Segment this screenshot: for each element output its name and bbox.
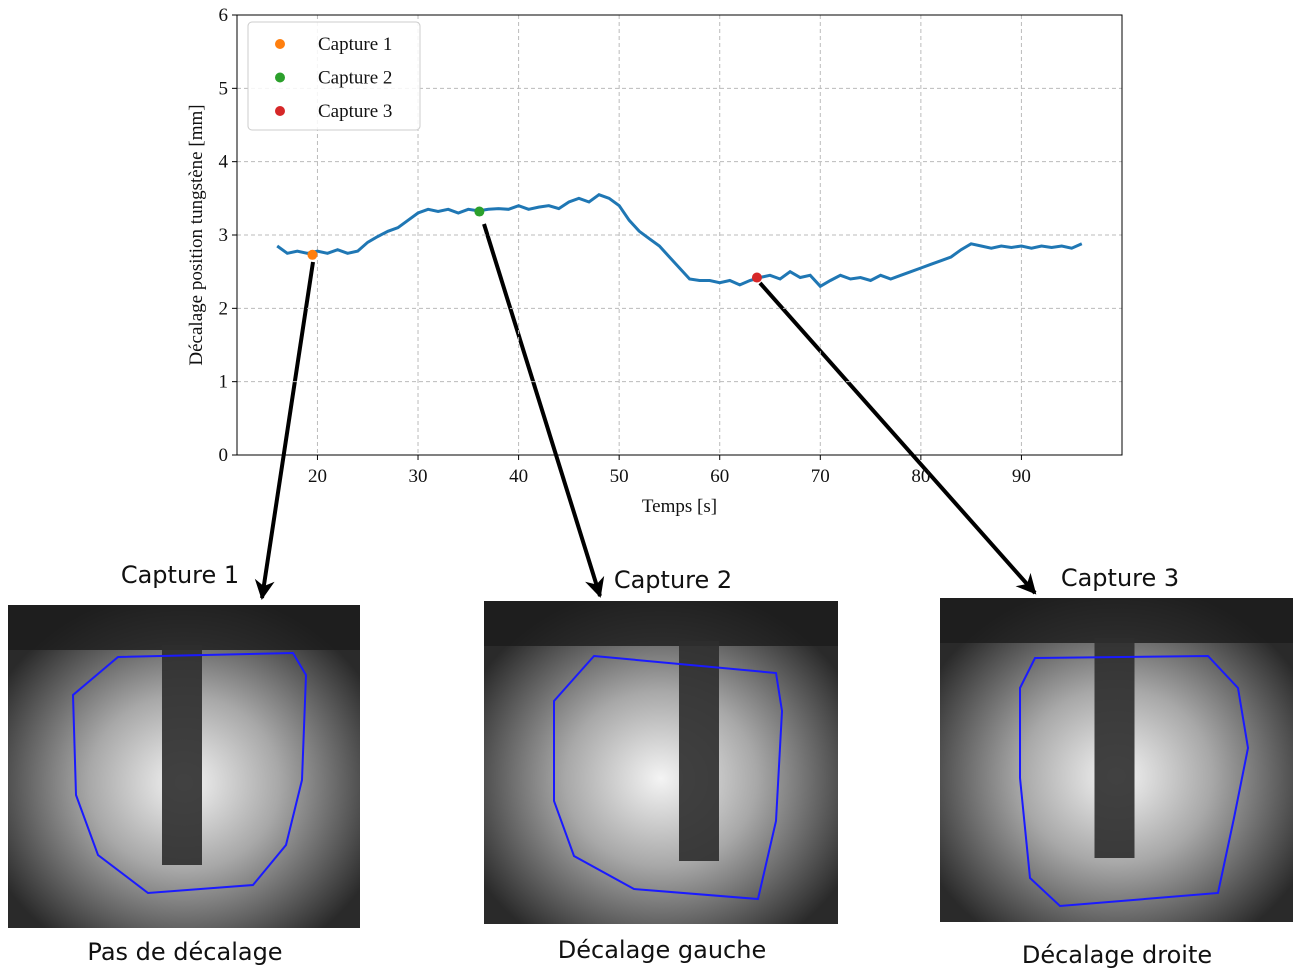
legend-label: Capture 3 [318,101,392,122]
y-tick-label: 2 [219,298,229,319]
legend-marker [275,39,285,49]
arrow [482,223,605,598]
chart: 0 1 2 3 4 5 6 20 30 40 50 60 70 80 90 Temps [s] Décalage… [186,5,1123,517]
image-top-shadow [484,601,838,646]
capture-image [484,601,838,924]
electrode [679,641,719,861]
legend-marker [275,106,285,116]
electrode [162,645,202,865]
image-top-shadow [8,605,360,650]
capture-title: Capture 3 [1061,564,1179,592]
x-tick-label: 40 [509,466,528,487]
y-tick-label: 5 [219,78,229,99]
capture-title: Capture 2 [614,566,732,594]
y-tick-label: 1 [219,372,229,393]
capture-caption: Pas de décalage [87,938,282,966]
legend-frame [247,21,421,131]
arrow [254,261,315,600]
melt-pool-outline [553,654,784,901]
capture-image [8,605,360,928]
x-tick-label: 70 [811,466,830,487]
x-tick-label: 60 [710,466,729,487]
x-tick-label: 90 [1012,466,1031,487]
arrows [254,223,1037,600]
capture-point [307,249,318,260]
x-axis-label: Temps [s] [642,496,717,517]
y-tick-label: 3 [219,225,229,246]
x-tick-label: 50 [610,466,629,487]
capture-caption: Décalage droite [1022,941,1212,969]
capture-point [751,272,762,283]
capture-caption: Décalage gauche [558,936,766,964]
legend: Capture 1 Capture 2 Capture 3 [247,21,421,131]
captures: Capture 1 Pas de décalage Capture 2 Décalag… [8,561,1293,969]
capture-point [474,206,485,217]
legend-label: Capture 1 [318,34,392,55]
capture-title: Capture 1 [121,561,239,589]
x-tick-label: 30 [409,466,428,487]
y-tick-label: 4 [219,152,229,173]
legend-label: Capture 2 [318,68,392,89]
plot-frame [236,14,1123,456]
arrow [758,281,1037,595]
capture-image [940,598,1293,922]
x-tick-label: 20 [308,466,327,487]
data-line [276,193,1083,289]
x-tick-label: 80 [911,466,930,487]
image-top-shadow [940,598,1293,643]
image-background [484,601,838,924]
melt-pool-outline [71,651,308,895]
legend-marker [275,72,285,83]
electrode [1094,638,1135,858]
y-tick-label: 0 [219,445,229,466]
y-tick-label: 6 [219,5,229,26]
y-axis-label: Décalage position tungstène [mm] [186,104,207,365]
melt-pool-outline [1019,654,1250,908]
